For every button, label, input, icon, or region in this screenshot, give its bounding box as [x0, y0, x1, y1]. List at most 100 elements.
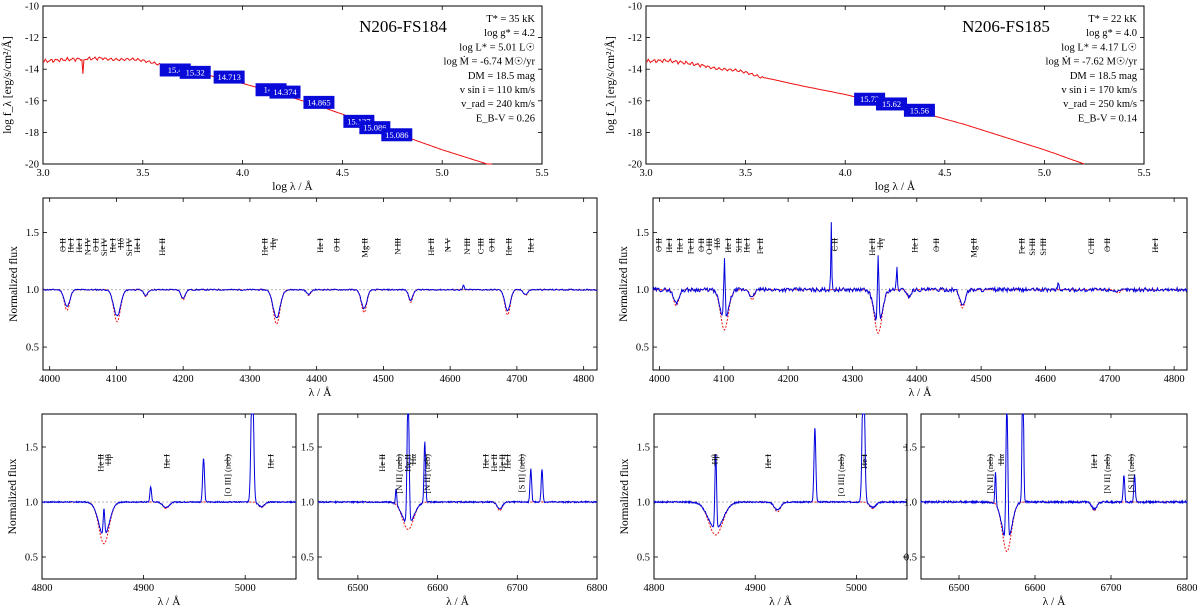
- line-id-label: C III: [1086, 238, 1096, 254]
- line-id-label: He I: [132, 238, 142, 253]
- model-spectrum: [653, 289, 1187, 335]
- x-tick-label: 5.5: [1137, 168, 1150, 179]
- x-tick-label: 6800: [587, 583, 608, 594]
- photometry-mag: 14.713: [217, 72, 240, 82]
- sed-panel-sed-fs184: 3.0 3.5 4.0 4.5 5.0 5.5 -10 -12 -14 -16 -18 -20 log …: [0, 2, 549, 194]
- x-tick-label: 3.0: [36, 168, 49, 179]
- x-tick-label: 4700: [506, 374, 527, 385]
- x-tick-label: 3.5: [739, 168, 752, 179]
- x-tick-label: 6500: [347, 583, 368, 594]
- y-tick-label: -14: [628, 65, 643, 76]
- plot-frame: [920, 413, 1188, 580]
- plot-frame: [42, 5, 543, 165]
- line-id-label: Hα: [408, 453, 418, 464]
- x-tick-label: 6600: [427, 583, 448, 594]
- x-tick-label: 4400: [906, 374, 927, 385]
- line-id-label: Hα: [996, 453, 1006, 464]
- y-tick-label: -16: [25, 96, 39, 107]
- x-tick-label: 4.5: [336, 168, 349, 179]
- spectrum-panel-ha-fs185: 6500 6600 6700 6800 0.5 1.0 1.5 λ / Å [N II] (ne…: [904, 413, 1198, 608]
- line-id-label: He II: [157, 238, 167, 256]
- y-axis-label: Normalized flux: [7, 458, 19, 534]
- line-id-label: He I: [315, 238, 325, 253]
- y-axis-label: Normalized flux: [619, 458, 631, 534]
- line-id-label: C III: [476, 238, 486, 254]
- x-axis-label: λ / Å: [769, 594, 793, 608]
- x-tick-label: 6500: [949, 583, 970, 594]
- line-id-label: [S II] (neb): [1126, 454, 1136, 492]
- stellar-parameter: v_rad = 240 km/s: [461, 99, 535, 110]
- line-id-label: [N II] (neb): [394, 454, 404, 494]
- x-tick-label: 4.0: [236, 168, 249, 179]
- sed-model-line: [42, 56, 493, 165]
- line-id-label: He II: [426, 238, 436, 256]
- y-tick-label: 0.5: [637, 553, 650, 564]
- line-id-label: Fe II: [755, 238, 765, 254]
- line-id-label: Fe II: [685, 238, 695, 254]
- line-id-label: He I: [107, 238, 117, 253]
- stellar-parameter: log Ṁ = -6.74 M☉/yr: [444, 56, 536, 68]
- line-id-label: Hγ: [268, 238, 278, 248]
- y-tick-label: 0.5: [301, 553, 314, 564]
- x-tick-label: 4500: [373, 374, 394, 385]
- photometry-box: [876, 97, 908, 111]
- model-spectrum: [43, 289, 597, 325]
- line-id-label: He II: [867, 238, 877, 256]
- spectrum-panel-blue-fs185: 4000 4100 4200 4300 4400 4500 4600 4700 4800 0.5 1…: [618, 197, 1188, 399]
- sed-title: N206-FS184: [359, 17, 447, 36]
- line-id-label: He II: [377, 454, 387, 472]
- x-tick-label: 5.5: [535, 168, 548, 179]
- photometry-mag: 14.374: [273, 87, 297, 97]
- line-id-label: Si III: [1038, 238, 1048, 256]
- x-tick-label: 4100: [713, 374, 734, 385]
- observed-spectrum: [41, 413, 297, 534]
- y-tick-label: -18: [25, 128, 39, 139]
- line-id-label: [N II] (neb): [1102, 454, 1112, 494]
- line-id-label: N III: [462, 238, 472, 255]
- y-tick-label: 1.0: [636, 285, 649, 296]
- photometry-box: [213, 70, 245, 84]
- y-tick-label: 1.5: [301, 443, 314, 454]
- line-id-label: Si IV: [124, 237, 134, 256]
- plot-frame: [41, 413, 297, 580]
- x-axis-label: λ / Å: [1043, 594, 1067, 608]
- line-id-label: O II: [91, 238, 101, 252]
- y-tick-label: 1.0: [301, 498, 314, 509]
- y-tick-label: 1.0: [637, 498, 650, 509]
- line-id-label: [O III] (neb): [222, 454, 232, 497]
- line-id-label: O III: [704, 238, 714, 255]
- observed-spectrum: [317, 413, 598, 523]
- x-tick-label: 4100: [106, 374, 127, 385]
- line-id-label: He I: [74, 238, 84, 253]
- photometry-mag: 15.4: [168, 65, 184, 75]
- line-id-label: N III: [393, 238, 403, 255]
- x-tick-label: 4800: [573, 374, 594, 385]
- x-tick-label: 4600: [1035, 374, 1056, 385]
- photometry-box: [179, 65, 211, 79]
- stellar-parameter: log L* = 5.01 L☉: [459, 41, 535, 53]
- observed-spectrum: [920, 413, 1188, 536]
- y-tick-label: 1.5: [637, 443, 650, 454]
- line-id-label: [N II] (neb): [422, 454, 432, 494]
- stellar-parameter: DM = 18.5 mag: [468, 71, 536, 82]
- sed-model-line: [645, 57, 1085, 165]
- stellar-parameter: log L* = 4.17 L☉: [1061, 41, 1137, 53]
- line-id-label: N V: [442, 237, 452, 252]
- line-id-label: He I: [763, 454, 773, 469]
- x-tick-label: 4600: [440, 374, 461, 385]
- line-id-label: He I: [503, 454, 513, 469]
- photometry-mag: 15.56: [910, 105, 929, 115]
- line-id-label: O II: [1102, 238, 1112, 252]
- line-id-label: C II: [830, 238, 840, 252]
- line-id-label: He I: [1089, 454, 1099, 469]
- line-id-label: He I: [526, 238, 536, 253]
- x-tick-label: 6800: [1177, 583, 1198, 594]
- stellar-parameter: T* = 22 kK: [1088, 14, 1137, 25]
- y-axis-label: log f_λ [erg/s/cm²/Å]: [603, 36, 617, 134]
- line-id-label: [O III] (neb): [836, 454, 846, 497]
- photometry-box: [381, 128, 413, 142]
- line-id-label: Hγ: [875, 238, 885, 248]
- line-id-label: He I: [741, 238, 751, 253]
- photometry-mag: 15.127: [347, 116, 370, 126]
